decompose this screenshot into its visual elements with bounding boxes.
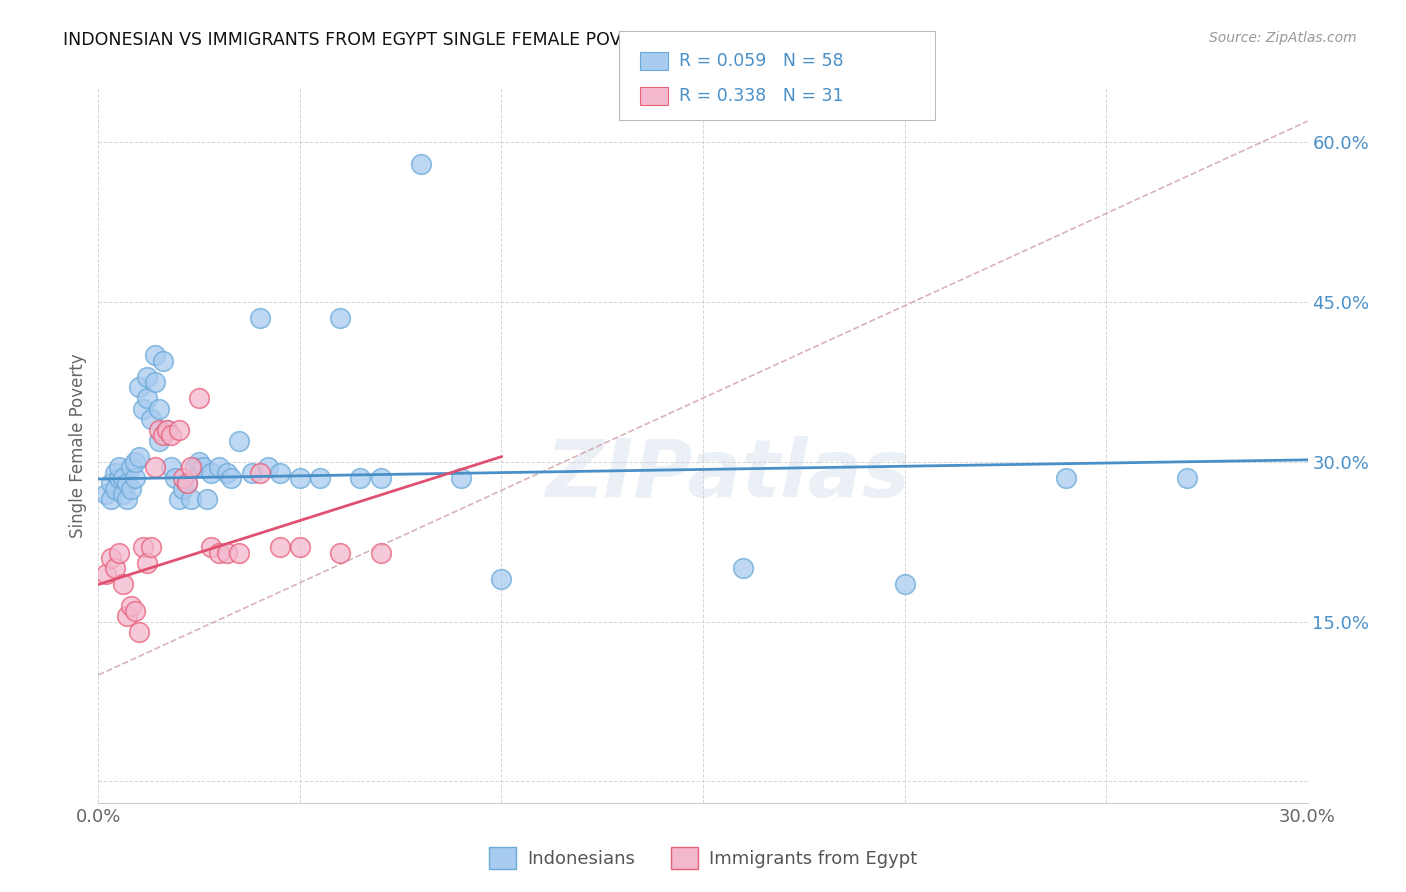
Point: [100, 476, 122, 491]
Point: [115, 609, 138, 624]
Point: [491, 572, 513, 586]
Point: [132, 540, 155, 554]
Point: [111, 577, 134, 591]
Point: [288, 540, 311, 554]
Text: Source: ZipAtlas.com: Source: ZipAtlas.com: [1209, 31, 1357, 45]
Point: [180, 460, 202, 475]
Point: [111, 487, 134, 501]
Point: [152, 353, 174, 368]
Point: [124, 604, 146, 618]
Text: R = 0.059   N = 58: R = 0.059 N = 58: [679, 52, 844, 70]
Point: [195, 492, 218, 507]
Point: [167, 492, 190, 507]
Text: ZIPatlas: ZIPatlas: [544, 435, 910, 514]
Point: [96, 566, 118, 581]
Point: [349, 471, 371, 485]
Point: [128, 625, 150, 640]
Point: [370, 471, 392, 485]
Point: [1054, 471, 1077, 485]
Point: [450, 471, 472, 485]
Text: R = 0.338   N = 31: R = 0.338 N = 31: [679, 87, 844, 105]
Point: [172, 471, 194, 485]
Point: [143, 349, 166, 363]
Point: [115, 492, 138, 507]
Point: [269, 540, 291, 554]
Point: [156, 423, 179, 437]
Point: [148, 434, 170, 448]
Point: [193, 460, 215, 475]
Point: [180, 492, 202, 507]
Point: [309, 471, 332, 485]
Point: [103, 466, 125, 480]
Point: [163, 471, 186, 485]
Point: [176, 476, 198, 491]
Point: [208, 460, 231, 475]
Point: [167, 423, 190, 437]
Point: [103, 482, 125, 496]
Point: [96, 487, 118, 501]
Point: [128, 380, 150, 394]
Point: [124, 471, 146, 485]
Point: [172, 482, 194, 496]
Point: [188, 391, 211, 405]
Point: [148, 401, 170, 416]
Point: [370, 545, 392, 559]
Point: [228, 434, 250, 448]
Text: INDONESIAN VS IMMIGRANTS FROM EGYPT SINGLE FEMALE POVERTY CORRELATION CHART: INDONESIAN VS IMMIGRANTS FROM EGYPT SING…: [63, 31, 859, 49]
Point: [188, 455, 211, 469]
Point: [139, 412, 162, 426]
Point: [120, 460, 142, 475]
Point: [115, 476, 138, 491]
Point: [217, 466, 239, 480]
Point: [249, 466, 271, 480]
Point: [135, 369, 157, 384]
Point: [160, 460, 183, 475]
Point: [100, 550, 122, 565]
Point: [132, 401, 155, 416]
Point: [200, 466, 222, 480]
Point: [184, 460, 207, 475]
Point: [249, 311, 271, 326]
Point: [120, 599, 142, 613]
Point: [139, 540, 162, 554]
Point: [228, 545, 250, 559]
Point: [143, 375, 166, 389]
Point: [217, 545, 239, 559]
Point: [409, 157, 432, 171]
Point: [156, 423, 179, 437]
Point: [152, 428, 174, 442]
Point: [329, 545, 352, 559]
Y-axis label: Single Female Poverty: Single Female Poverty: [69, 354, 87, 538]
Point: [135, 556, 157, 570]
Point: [107, 471, 129, 485]
Legend: Indonesians, Immigrants from Egypt: Indonesians, Immigrants from Egypt: [482, 839, 924, 876]
Point: [208, 545, 231, 559]
Point: [148, 423, 170, 437]
Point: [176, 476, 198, 491]
Point: [288, 471, 311, 485]
Point: [256, 460, 278, 475]
Point: [160, 428, 183, 442]
Point: [107, 460, 129, 475]
Point: [329, 311, 352, 326]
Point: [200, 540, 222, 554]
Point: [135, 391, 157, 405]
Point: [120, 482, 142, 496]
Point: [269, 466, 291, 480]
Point: [893, 577, 915, 591]
Point: [1175, 471, 1198, 485]
Point: [128, 450, 150, 464]
Point: [107, 545, 129, 559]
Point: [733, 561, 755, 575]
Point: [103, 561, 125, 575]
Point: [240, 466, 263, 480]
Point: [221, 471, 243, 485]
Point: [100, 492, 122, 507]
Point: [124, 455, 146, 469]
Point: [111, 471, 134, 485]
Point: [143, 460, 166, 475]
